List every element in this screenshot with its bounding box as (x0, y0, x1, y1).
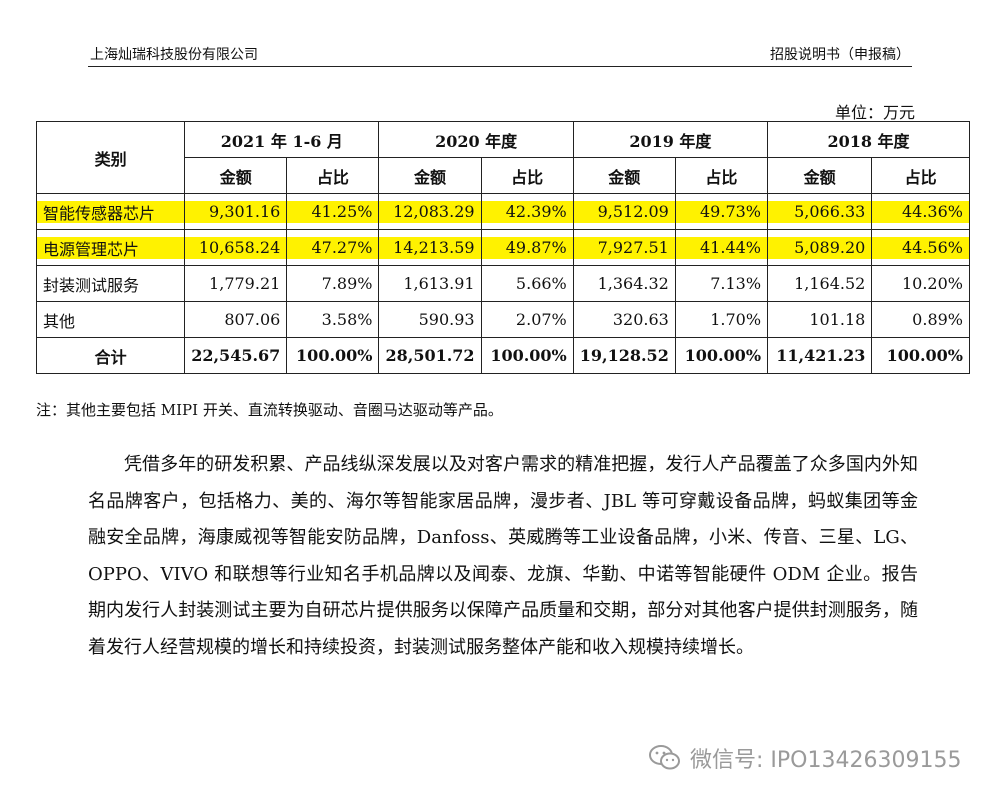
ratio-cell: 5.66% (480, 265, 574, 302)
watermark: 微信号: IPO13426309155 (648, 738, 961, 778)
table-row: 智能传感器芯片 9,301.16 41.25% 12,083.29 42.39%… (35, 193, 970, 230)
ratio-cell: 7.89% (286, 265, 380, 302)
amount-cell: 14,213.59 (378, 229, 482, 266)
document-title: 招股说明书（申报稿） (770, 47, 910, 63)
unit-label: 单位：万元 (834, 103, 915, 122)
amount-cell: 28,501.72 (378, 337, 482, 374)
amount-cell: 10,658.24 (184, 229, 288, 266)
ratio-header: 占比 (871, 157, 970, 194)
ratio-cell: 100.00% (480, 337, 574, 374)
ratio-cell: 41.44% (674, 229, 769, 266)
amount-cell: 320.63 (572, 301, 676, 338)
page-header: 上海灿瑞科技股份有限公司 招股说明书（申报稿） (88, 42, 912, 67)
row-category: 封装测试服务 (35, 265, 186, 302)
amount-cell: 1,164.52 (767, 265, 873, 302)
amount-header: 金额 (572, 157, 676, 194)
amount-cell: 807.06 (184, 301, 288, 338)
ratio-cell: 3.58% (286, 301, 380, 338)
amount-cell: 12,083.29 (378, 193, 482, 230)
period-header: 2020 年度 (378, 121, 574, 158)
total-label: 合计 (35, 337, 186, 374)
category-header: 类别 (35, 121, 186, 194)
ratio-header: 占比 (480, 157, 574, 194)
ratio-cell: 10.20% (871, 265, 970, 302)
table-note: 注：其他主要包括 MIPI 开关、直流转换驱动、音圈马达驱动等产品。 (36, 401, 503, 419)
ratio-cell: 2.07% (480, 301, 574, 338)
amount-cell: 1,364.32 (572, 265, 676, 302)
period-header: 2021 年 1-6 月 (184, 121, 380, 158)
amount-cell: 11,421.23 (767, 337, 873, 374)
ratio-cell: 7.13% (674, 265, 769, 302)
ratio-cell: 49.73% (674, 193, 769, 230)
table-header-row: 类别 2021 年 1-6 月 2020 年度 2019 年度 2018 年度 (35, 121, 970, 194)
total-row: 合计 22,545.67 100.00% 28,501.72 100.00% 1… (35, 337, 970, 374)
body-paragraph: 凭借多年的研发积累、产品线纵深发展以及对客户需求的精准把握，发行人产品覆盖了众多… (88, 454, 918, 658)
ratio-cell: 44.36% (871, 193, 970, 230)
row-category: 其他 (35, 301, 186, 338)
amount-cell: 7,927.51 (572, 229, 676, 266)
amount-cell: 1,779.21 (184, 265, 288, 302)
table-row: 电源管理芯片 10,658.24 47.27% 14,213.59 49.87%… (35, 229, 970, 266)
ratio-cell: 42.39% (480, 193, 574, 230)
watermark-text: 微信号: IPO13426309155 (690, 748, 962, 773)
amount-header: 金额 (767, 157, 873, 194)
table-subheader-row: 金额 占比 金额 占比 金额 占比 金额 占比 (37, 157, 970, 194)
ratio-cell: 0.89% (871, 301, 970, 338)
ratio-cell: 49.87% (480, 229, 574, 266)
amount-cell: 101.18 (767, 301, 873, 338)
ratio-cell: 47.27% (286, 229, 380, 266)
ratio-cell: 41.25% (286, 193, 380, 230)
amount-cell: 19,128.52 (572, 337, 676, 374)
amount-cell: 590.93 (378, 301, 482, 338)
amount-cell: 1,613.91 (378, 265, 482, 302)
amount-cell: 5,066.33 (767, 193, 873, 230)
revenue-table: 类别 2021 年 1-6 月 2020 年度 2019 年度 2018 年度 … (35, 121, 970, 374)
row-category: 电源管理芯片 (35, 229, 186, 266)
wechat-icon (648, 743, 682, 773)
row-category: 智能传感器芯片 (35, 193, 186, 230)
amount-header: 金额 (378, 157, 482, 194)
ratio-cell: 44.56% (871, 229, 970, 266)
period-header: 2018 年度 (767, 121, 970, 158)
ratio-header: 占比 (286, 157, 380, 194)
amount-cell: 9,512.09 (572, 193, 676, 230)
ratio-cell: 100.00% (674, 337, 769, 374)
amount-cell: 22,545.67 (184, 337, 288, 374)
amount-header: 金额 (184, 157, 288, 194)
table-row: 其他 807.06 3.58% 590.93 2.07% 320.63 1.70… (35, 301, 970, 338)
ratio-cell: 100.00% (871, 337, 970, 374)
company-name: 上海灿瑞科技股份有限公司 (90, 47, 258, 63)
ratio-cell: 100.00% (286, 337, 380, 374)
amount-cell: 9,301.16 (184, 193, 288, 230)
amount-cell: 5,089.20 (767, 229, 873, 266)
ratio-cell: 1.70% (674, 301, 769, 338)
period-header: 2019 年度 (572, 121, 769, 158)
ratio-header: 占比 (674, 157, 769, 194)
table-row: 封装测试服务 1,779.21 7.89% 1,613.91 5.66% 1,3… (35, 265, 970, 302)
